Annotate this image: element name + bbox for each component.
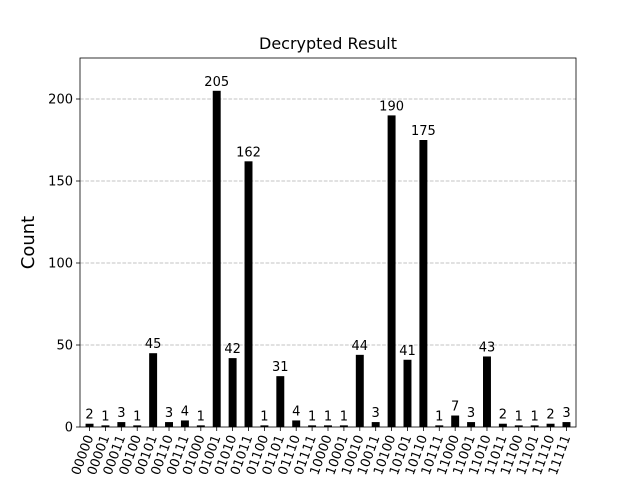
bar bbox=[180, 420, 189, 427]
bar bbox=[419, 140, 428, 427]
data-label: 1 bbox=[101, 409, 109, 424]
chart-title: Decrypted Result bbox=[259, 34, 397, 53]
y-axis-ticks: 0 50 100 150 200 bbox=[48, 93, 80, 436]
data-label: 4 bbox=[181, 404, 189, 419]
bar bbox=[483, 356, 491, 427]
data-label: 3 bbox=[372, 406, 380, 421]
data-label: 44 bbox=[352, 339, 369, 354]
data-label: 190 bbox=[379, 99, 404, 114]
bar bbox=[403, 359, 412, 427]
data-label: 1 bbox=[435, 409, 443, 424]
data-label: 2 bbox=[499, 408, 507, 423]
bar bbox=[435, 425, 444, 427]
bar bbox=[276, 376, 285, 427]
data-label: 1 bbox=[197, 409, 205, 424]
bar bbox=[371, 422, 380, 427]
y-tick-label: 0 bbox=[65, 421, 73, 436]
bar bbox=[117, 422, 126, 427]
bar bbox=[101, 425, 110, 427]
data-label: 175 bbox=[411, 124, 436, 139]
bar bbox=[196, 425, 205, 427]
data-label: 3 bbox=[562, 406, 570, 421]
x-axis-ticks: 0000000001000110010000101001100011101000… bbox=[69, 427, 574, 477]
data-label: 205 bbox=[204, 75, 229, 90]
data-label: 1 bbox=[133, 409, 141, 424]
grid-lines bbox=[80, 98, 576, 346]
data-label: 3 bbox=[165, 406, 173, 421]
bar bbox=[498, 423, 507, 427]
bar bbox=[212, 90, 221, 428]
data-label: 45 bbox=[145, 337, 162, 352]
bars bbox=[85, 90, 571, 428]
data-label: 7 bbox=[451, 400, 459, 415]
data-label: 162 bbox=[236, 145, 261, 160]
y-axis-label: Count bbox=[18, 216, 39, 269]
bar bbox=[165, 422, 173, 427]
plot-area-frame bbox=[79, 57, 577, 428]
bar bbox=[85, 423, 94, 427]
y-tick-label: 150 bbox=[48, 175, 73, 190]
bar bbox=[546, 423, 555, 427]
bar bbox=[133, 425, 142, 427]
bar bbox=[324, 425, 332, 427]
data-label: 1 bbox=[260, 409, 268, 424]
data-label: 3 bbox=[467, 406, 475, 421]
data-label: 3 bbox=[117, 406, 125, 421]
data-label: 1 bbox=[515, 409, 523, 424]
y-tick-label: 200 bbox=[48, 93, 73, 108]
bar bbox=[387, 115, 396, 428]
bar bbox=[514, 425, 523, 427]
data-label: 1 bbox=[324, 409, 332, 424]
data-label: 41 bbox=[399, 344, 416, 359]
y-tick-label: 100 bbox=[48, 257, 73, 272]
y-tick-label: 50 bbox=[56, 339, 73, 354]
bar bbox=[149, 353, 158, 427]
data-label: 4 bbox=[292, 404, 300, 419]
bar bbox=[451, 415, 460, 427]
bar bbox=[244, 161, 253, 427]
bar bbox=[228, 358, 237, 427]
bar bbox=[339, 425, 348, 427]
data-label: 1 bbox=[531, 409, 539, 424]
data-label: 31 bbox=[272, 360, 289, 375]
bar bbox=[467, 422, 476, 427]
bar bbox=[355, 354, 364, 427]
bar bbox=[292, 420, 301, 427]
data-label: 2 bbox=[546, 408, 554, 423]
bar bbox=[562, 422, 571, 427]
bar bbox=[530, 425, 539, 427]
data-label: 1 bbox=[308, 409, 316, 424]
bar bbox=[260, 425, 269, 427]
bar bbox=[308, 425, 317, 427]
data-label: 2 bbox=[85, 408, 93, 423]
data-label: 42 bbox=[224, 342, 241, 357]
data-label: 1 bbox=[340, 409, 348, 424]
data-label: 43 bbox=[479, 340, 496, 355]
